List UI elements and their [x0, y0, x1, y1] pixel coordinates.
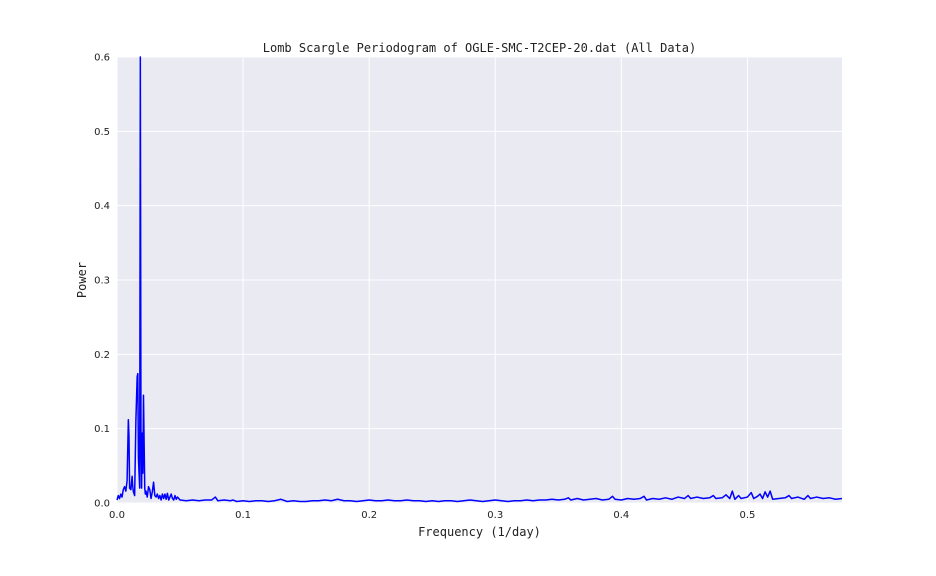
x-axis-label: Frequency (1/day)	[418, 525, 541, 539]
y-tick-label: 0.2	[94, 350, 110, 361]
y-tick-labels: 0.0 0.1 0.2 0.3 0.4 0.5 0.6	[94, 53, 110, 510]
x-tick-label: 0.3	[487, 510, 503, 521]
power-spectrum-line	[116, 56, 843, 503]
y-axis-label: Power	[75, 262, 89, 298]
y-tick-label: 0.0	[94, 499, 110, 510]
y-tick-label: 0.4	[94, 201, 110, 212]
grid-lines	[116, 56, 842, 504]
y-tick-label: 0.1	[94, 424, 110, 435]
x-tick-label: 0.5	[739, 510, 755, 521]
x-tick-label: 0.2	[361, 510, 377, 521]
x-tick-labels: 0.0 0.1 0.2 0.3 0.4 0.5	[109, 510, 755, 521]
x-tick-label: 0.1	[235, 510, 251, 521]
chart-title: Lomb Scargle Periodogram of OGLE-SMC-T2C…	[263, 41, 696, 55]
y-tick-label: 0.6	[94, 53, 110, 64]
y-tick-label: 0.5	[94, 127, 110, 138]
y-tick-label: 0.3	[94, 276, 110, 287]
x-tick-label: 0.4	[613, 510, 629, 521]
x-tick-label: 0.0	[109, 510, 125, 521]
